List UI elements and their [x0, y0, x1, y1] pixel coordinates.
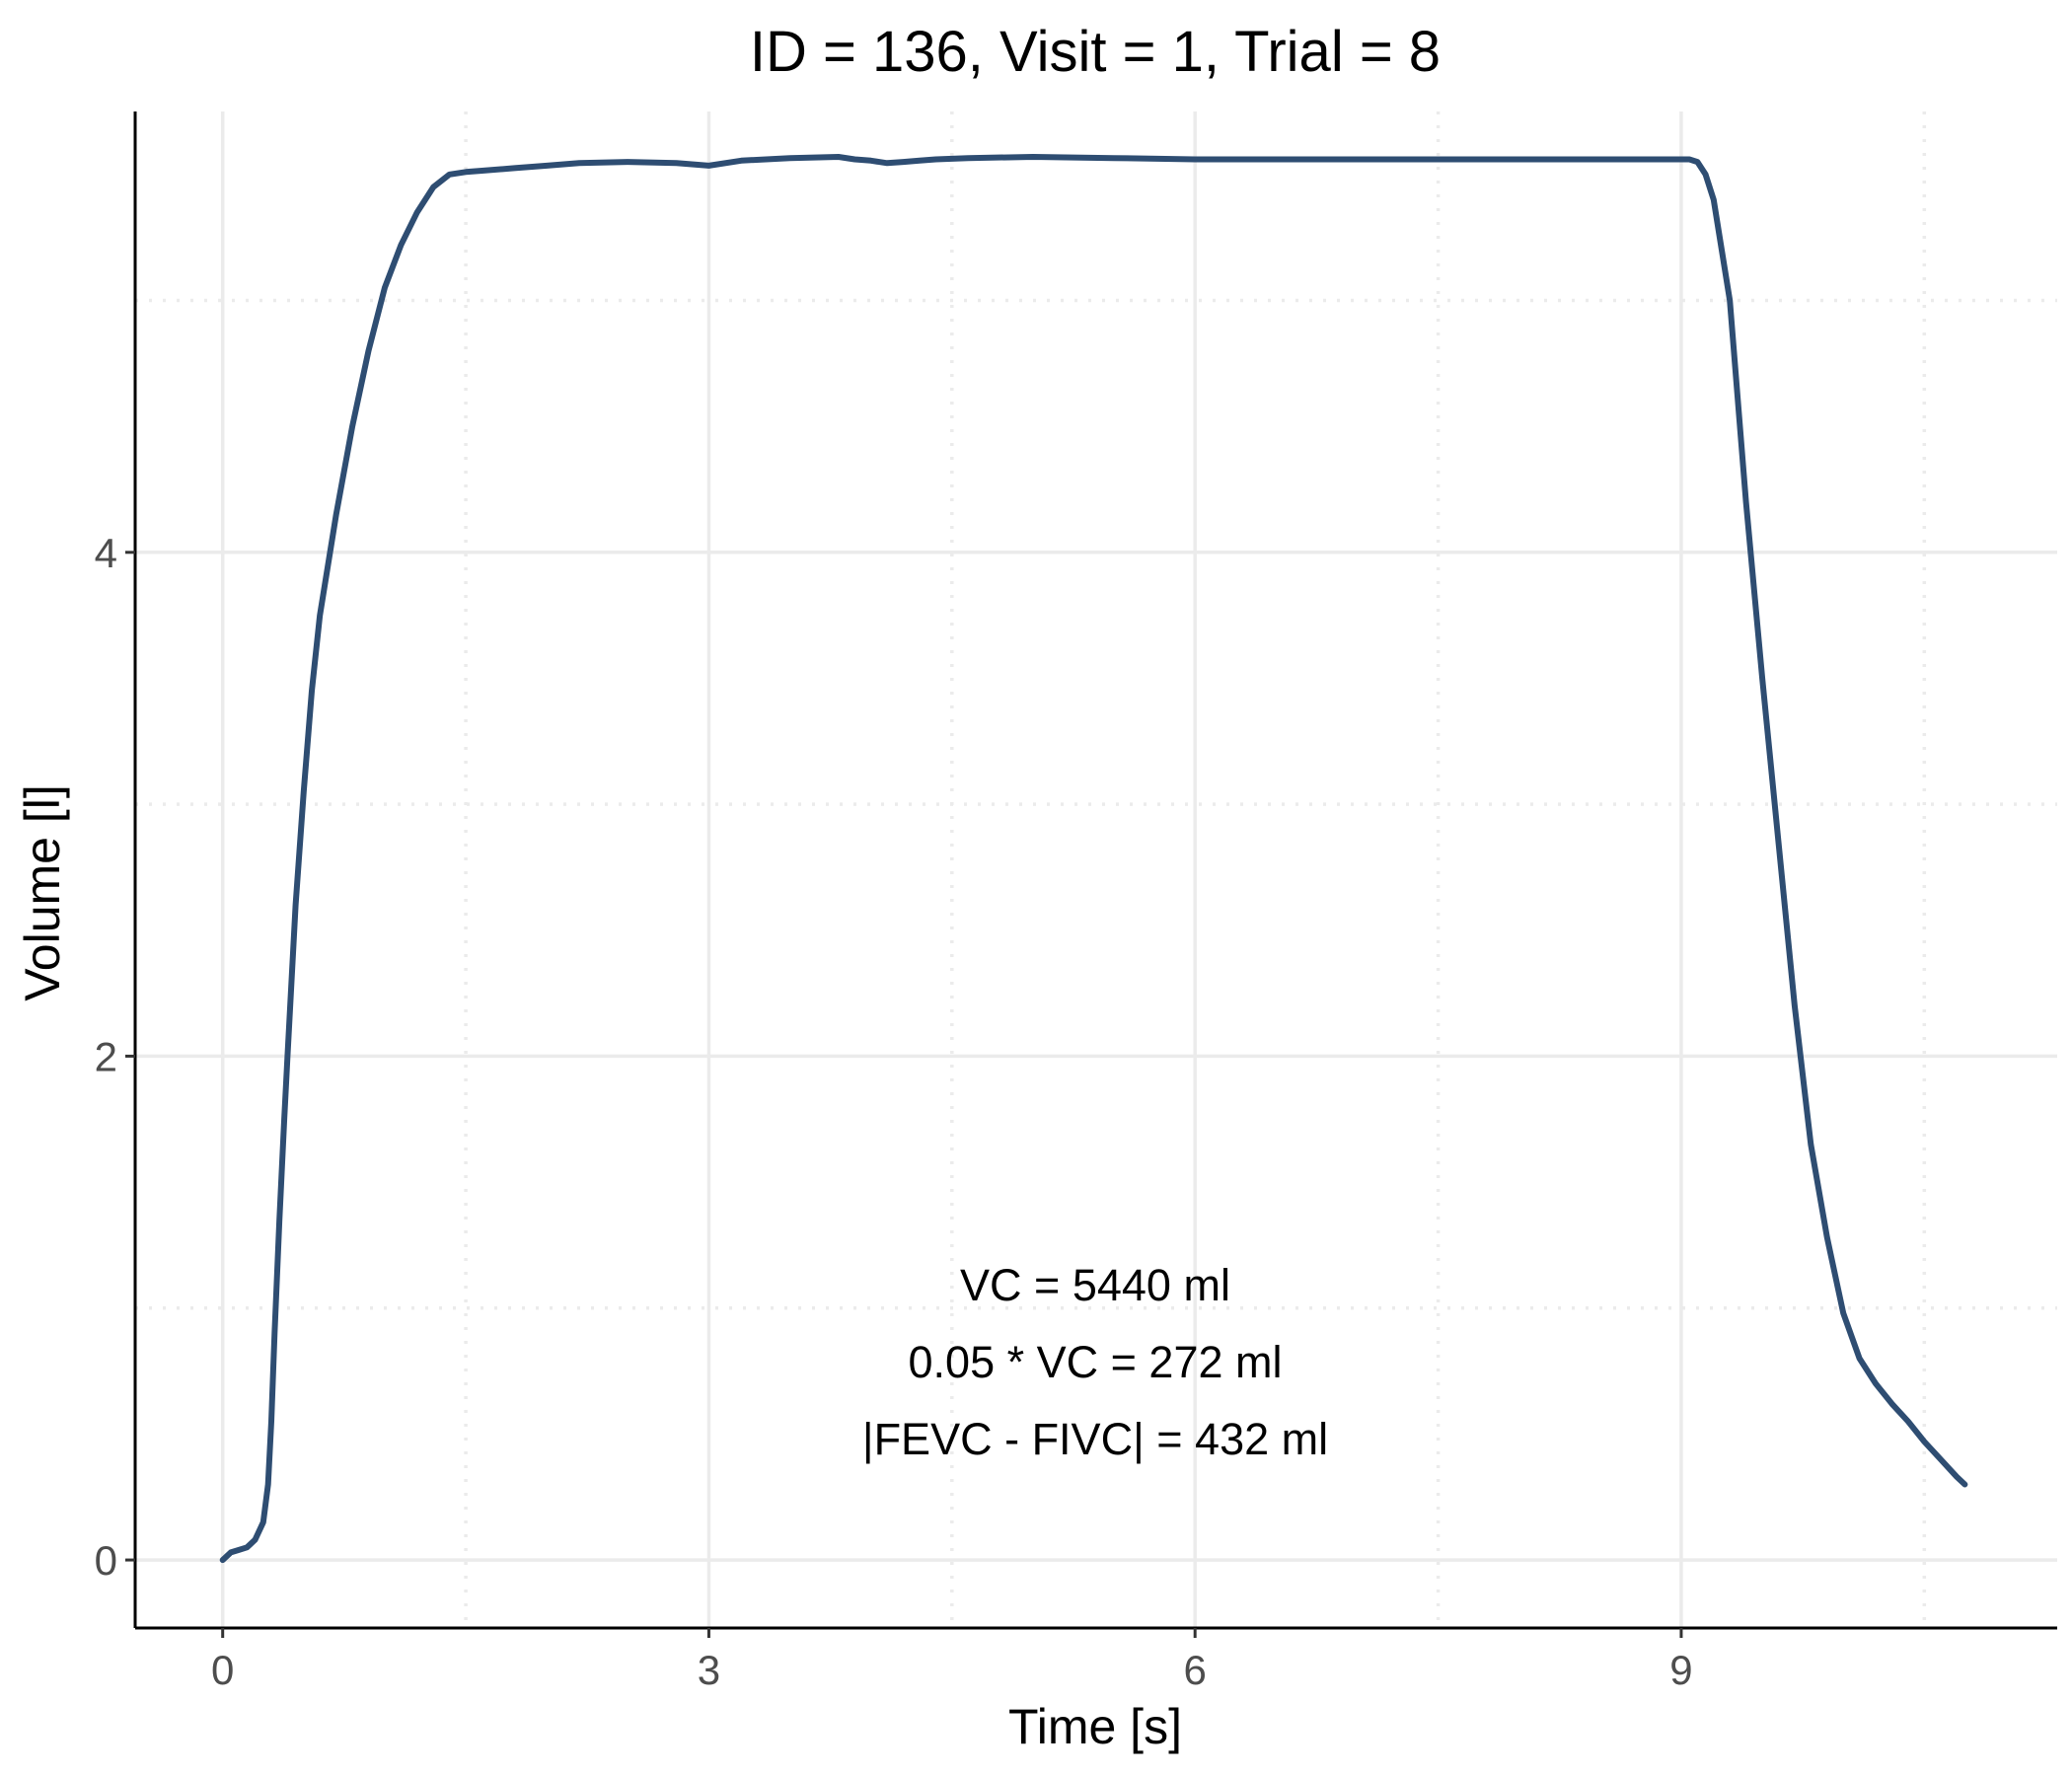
- y-tick-label: 0: [95, 1537, 117, 1584]
- y-axis-title: Volume [l]: [15, 784, 70, 1001]
- annotation-block: VC = 5440 ml 0.05 * VC = 272 ml |FEVC - …: [862, 1260, 1328, 1464]
- y-tick-label: 2: [95, 1033, 117, 1079]
- x-axis-title: Time [s]: [1008, 1699, 1182, 1754]
- x-tick-label: 9: [1669, 1647, 1692, 1693]
- annotation-fevc-fivc: |FEVC - FIVC| = 432 ml: [862, 1414, 1328, 1464]
- minor-gridlines: [135, 111, 2057, 1628]
- chart-title: ID = 136, Visit = 1, Trial = 8: [750, 20, 1441, 84]
- major-gridlines: [135, 111, 2057, 1628]
- x-tick-label: 3: [698, 1647, 720, 1693]
- x-tick-label: 6: [1184, 1647, 1207, 1693]
- series-layer: [219, 154, 1968, 1564]
- y-tick-label: 4: [95, 530, 117, 576]
- volume-series-line: [219, 154, 1968, 1564]
- x-tick-label: 0: [211, 1647, 234, 1693]
- annotation-vc-fraction: 0.05 * VC = 272 ml: [909, 1337, 1283, 1387]
- tick-labels: 0 3 6 9 0 2 4: [95, 530, 1693, 1693]
- axes: [125, 111, 2057, 1638]
- annotation-vc: VC = 5440 ml: [960, 1260, 1230, 1310]
